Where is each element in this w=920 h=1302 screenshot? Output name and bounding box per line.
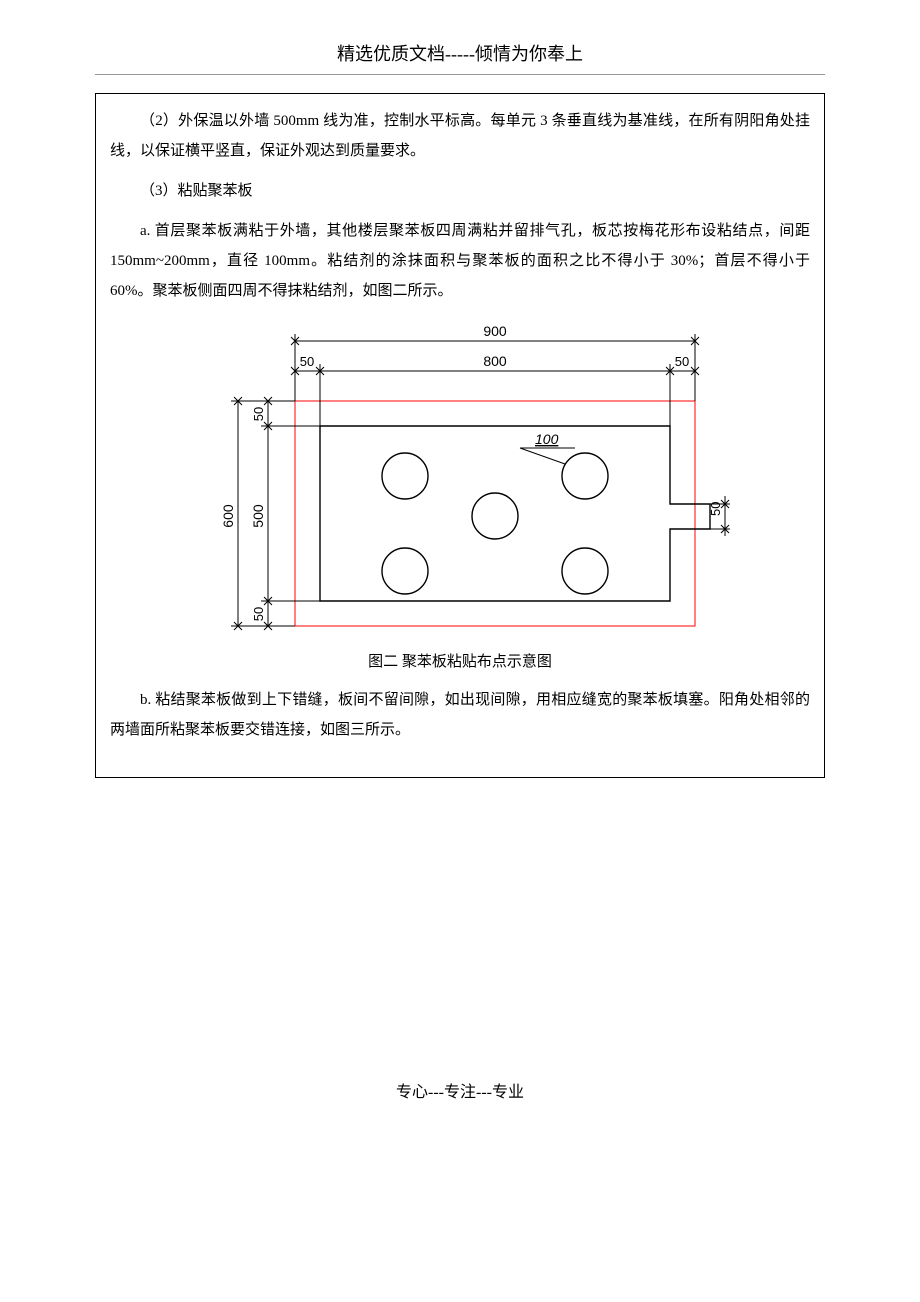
figure-caption: 图二 聚苯板粘贴布点示意图: [110, 650, 810, 671]
dim-900: 900: [483, 323, 507, 339]
page-header: 精选优质文档-----倾情为你奉上: [95, 40, 825, 75]
paragraph-2: （3）粘贴聚苯板: [110, 176, 810, 206]
page-footer: 专心---专注---专业: [95, 1078, 825, 1102]
footer-text: 专心---专注---专业: [396, 1084, 524, 1101]
dim-top-50r: 50: [675, 354, 689, 369]
header-text: 精选优质文档-----倾情为你奉上: [337, 44, 583, 64]
dim-600: 600: [220, 504, 236, 528]
paragraph-4: b. 粘结聚苯板做到上下错缝，板间不留间隙，如出现间隙，用相应缝宽的聚苯板填塞。…: [110, 685, 810, 745]
dim-right-50: 50: [708, 502, 723, 516]
figure-diagram: 900 50 800 50 600: [180, 316, 740, 646]
dim-top-50l: 50: [300, 354, 314, 369]
dim-800: 800: [483, 353, 507, 369]
dim-500: 500: [250, 504, 266, 528]
paragraph-1: （2）外保温以外墙 500mm 线为准，控制水平标高。每单元 3 条垂直线为基准…: [110, 106, 810, 166]
figure-wrap: 900 50 800 50 600: [110, 316, 810, 646]
content-box: （2）外保温以外墙 500mm 线为准，控制水平标高。每单元 3 条垂直线为基准…: [95, 93, 825, 778]
dim-left-50b: 50: [251, 607, 266, 621]
dim-left-50t: 50: [251, 407, 266, 421]
dim-100: 100: [535, 431, 559, 447]
paragraph-3: a. 首层聚苯板满粘于外墙，其他楼层聚苯板四周满粘并留排气孔，板芯按梅花形布设粘…: [110, 216, 810, 306]
